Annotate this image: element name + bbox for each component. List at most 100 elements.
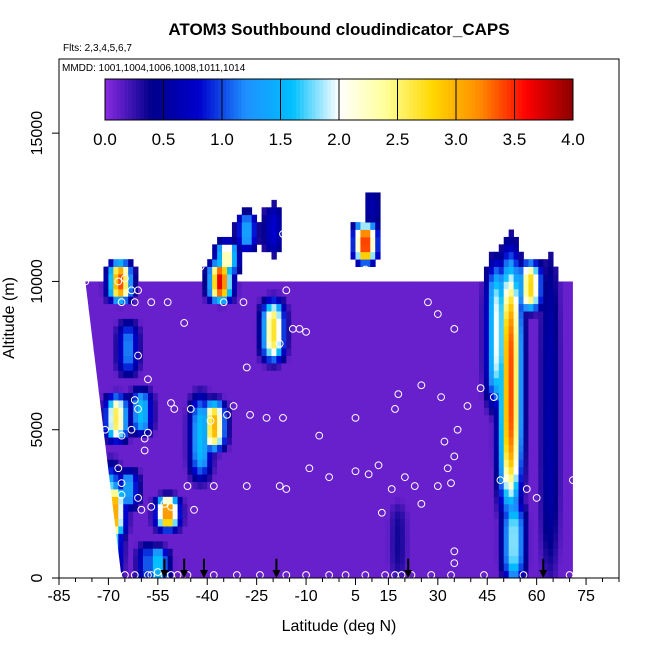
heatmap-cell <box>59 445 64 453</box>
heatmap-cell <box>147 526 154 534</box>
heatmap-cell <box>572 555 573 564</box>
heatmap-cell <box>291 459 297 468</box>
heatmap-cell <box>256 555 262 564</box>
heatmap-cell <box>79 393 84 401</box>
heatmap-cell <box>513 407 519 416</box>
heatmap-cell <box>612 563 617 571</box>
heatmap-cell <box>296 496 302 505</box>
observation-point <box>433 310 442 318</box>
observation-point <box>282 485 291 493</box>
heatmap-cell <box>469 563 475 571</box>
heatmap-cell <box>370 303 376 312</box>
heatmap-cell <box>276 333 282 342</box>
heatmap-cell <box>370 325 376 334</box>
heatmap-cell <box>404 511 411 520</box>
heatmap-cell <box>459 288 465 297</box>
heatmap-cell <box>123 466 129 475</box>
heatmap-cell <box>276 296 282 305</box>
heatmap-cell <box>523 348 529 356</box>
heatmap-cell <box>350 355 356 364</box>
heatmap-cell <box>583 571 588 579</box>
heatmap-cell <box>88 333 94 342</box>
heatmap-cell <box>187 385 193 394</box>
heatmap-cell <box>187 563 193 571</box>
heatmap-cell <box>113 511 119 520</box>
heatmap-cell <box>266 474 272 483</box>
heatmap-cell <box>335 570 342 578</box>
heatmap-cell <box>503 340 510 349</box>
heatmap-cell <box>464 362 470 371</box>
heatmap-cell <box>370 563 376 571</box>
heatmap-cell <box>296 474 302 483</box>
heatmap-cell <box>469 444 475 453</box>
heatmap-cell <box>434 481 440 490</box>
heatmap-cell <box>518 407 524 416</box>
heatmap-cell <box>340 451 346 460</box>
heatmap-cell <box>202 511 208 520</box>
heatmap-cell <box>553 444 559 453</box>
heatmap-cell <box>133 318 139 327</box>
heatmap-cell <box>390 288 396 297</box>
colorbar-swatch <box>268 79 274 120</box>
heatmap-cell <box>98 318 104 327</box>
heatmap-cell <box>108 370 114 379</box>
heatmap-cell <box>64 571 69 579</box>
heatmap-cell <box>123 518 129 527</box>
heatmap-cell <box>88 296 94 305</box>
heatmap-cell <box>246 370 253 379</box>
heatmap-cell <box>330 570 337 578</box>
heatmap-cell <box>533 474 539 483</box>
heatmap-cell <box>607 437 612 445</box>
heatmap-cell <box>157 444 164 453</box>
heatmap-cell <box>227 377 233 386</box>
heatmap-cell <box>182 481 188 490</box>
heatmap-cell <box>385 370 391 379</box>
heatmap-cell <box>464 370 470 379</box>
heatmap-cell <box>607 407 612 415</box>
heatmap-cell <box>261 474 267 483</box>
heatmap-cell <box>493 392 500 401</box>
heatmap-cell <box>558 333 564 342</box>
heatmap-cell <box>607 296 612 304</box>
heatmap-cell <box>98 422 104 431</box>
heatmap-cell <box>479 392 485 401</box>
heatmap-cell <box>157 533 164 542</box>
heatmap-cell <box>59 296 64 304</box>
heatmap-cell <box>598 504 603 512</box>
heatmap-cell <box>474 526 480 534</box>
heatmap-cell <box>449 511 455 520</box>
heatmap-cell <box>335 333 342 342</box>
heatmap-cell <box>251 236 258 245</box>
heatmap-cell <box>85 496 90 505</box>
heatmap-cell <box>583 489 588 497</box>
heatmap-cell <box>177 570 183 578</box>
heatmap-cell <box>172 563 178 571</box>
heatmap-cell <box>266 370 272 379</box>
heatmap-cell <box>261 429 267 438</box>
heatmap-cell <box>404 333 411 342</box>
heatmap-cell <box>469 296 475 305</box>
heatmap-cell <box>118 429 124 438</box>
heatmap-cell <box>236 355 243 364</box>
heatmap-cell <box>558 481 564 490</box>
heatmap-cell <box>469 325 475 334</box>
heatmap-cell <box>350 288 356 297</box>
heatmap-cell <box>217 296 223 305</box>
heatmap-cell <box>330 526 337 534</box>
heatmap-cell <box>192 548 198 557</box>
observation-point <box>114 571 123 579</box>
heatmap-cell <box>419 451 426 460</box>
heatmap-cell <box>172 385 178 394</box>
heatmap-cell <box>231 481 238 490</box>
heatmap-cell <box>414 570 421 578</box>
heatmap-cell <box>152 400 159 408</box>
heatmap-cell <box>454 303 460 312</box>
heatmap-cell <box>88 563 94 571</box>
heatmap-cell <box>69 304 74 312</box>
heatmap-cell <box>177 503 183 512</box>
heatmap-cell <box>157 281 164 290</box>
heatmap-cell <box>286 444 292 453</box>
heatmap-cell <box>583 319 588 327</box>
heatmap-cell <box>503 392 510 401</box>
heatmap-cell <box>88 555 94 564</box>
